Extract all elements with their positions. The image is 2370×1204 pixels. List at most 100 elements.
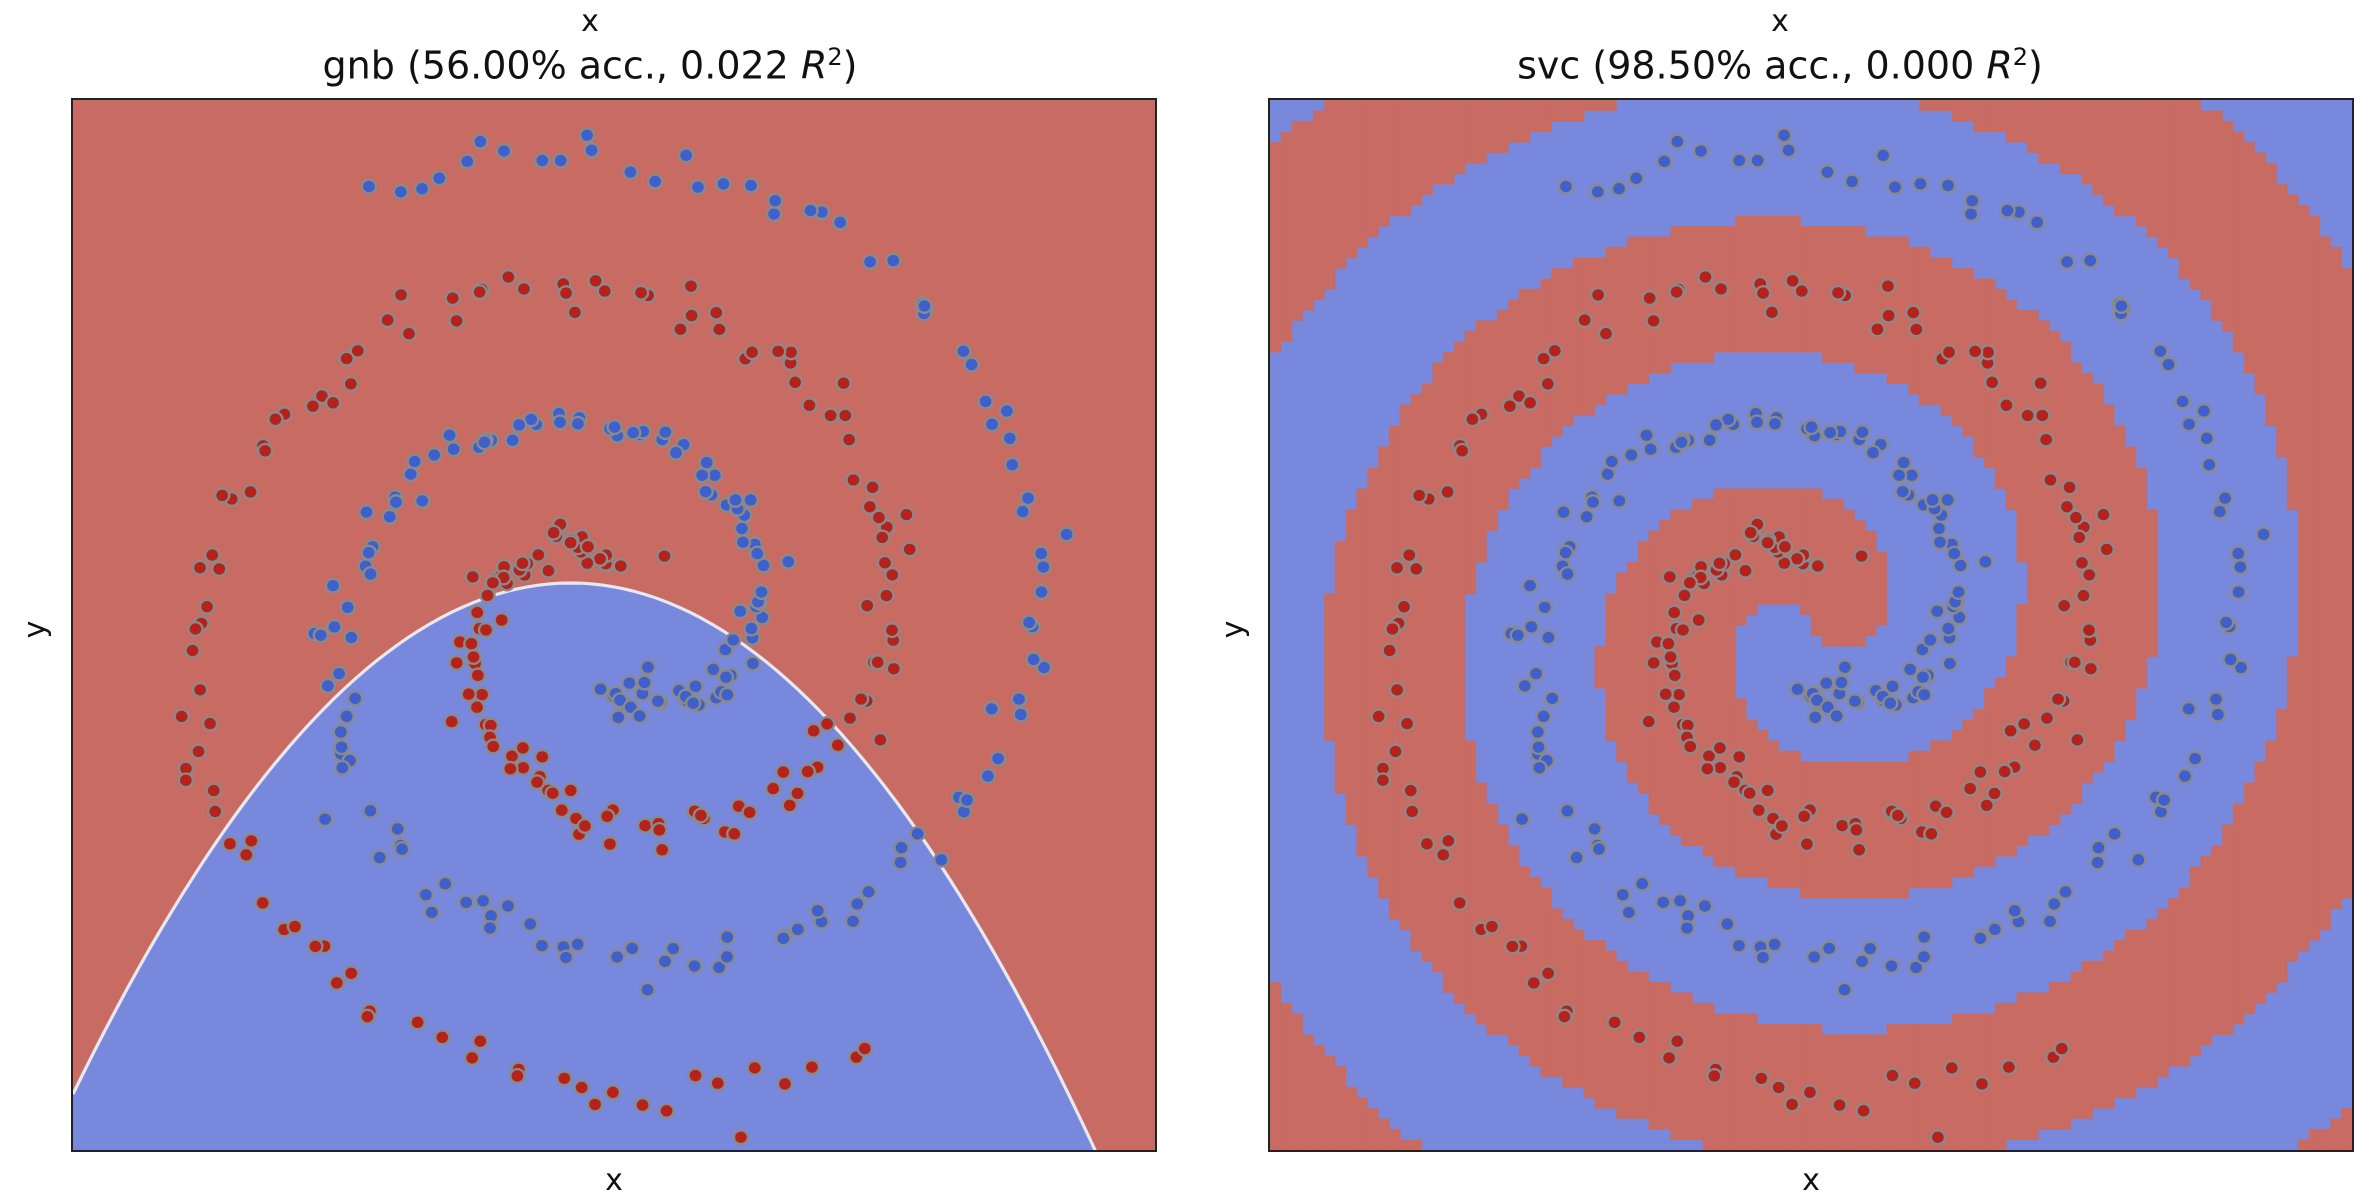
class0-cell (2232, 824, 2245, 836)
class0-cell (1378, 887, 1390, 899)
data-point (979, 768, 997, 785)
class0-cell (1432, 698, 1444, 710)
class0-cell (1681, 320, 1693, 332)
class0-cell (1930, 782, 1942, 794)
class0-cell (1475, 509, 1487, 521)
class0-cell (1572, 971, 1585, 983)
class0-cell (2049, 100, 2061, 112)
class0-cell (2092, 163, 2104, 175)
class0-cell (1648, 247, 1661, 259)
class0-cell (1486, 415, 1498, 427)
class0-cell (2254, 331, 2266, 343)
class0-cell (1410, 415, 1423, 427)
class0-cell (2070, 992, 2083, 1004)
class0-cell (1464, 919, 1477, 931)
class0-cell (1930, 866, 1942, 878)
class0-cell (1756, 1087, 1769, 1099)
class0-cell (1518, 436, 1531, 448)
class0-cell (2081, 436, 2093, 448)
class0-cell (1756, 824, 1769, 836)
class0-cell (2146, 1003, 2158, 1015)
class0-cell (2070, 709, 2083, 721)
class0-cell (1767, 866, 1780, 878)
class0-cell (1334, 163, 1347, 175)
class0-cell (2005, 121, 2018, 133)
class0-cell (1746, 236, 1758, 248)
class0-cell (1280, 1013, 1293, 1025)
class0-cell (2092, 751, 2104, 763)
class0-cell (1313, 131, 1325, 143)
class0-cell (1681, 551, 1693, 563)
data-point (1025, 651, 1042, 668)
class0-cell (1670, 992, 1682, 1004)
class0-cell (1724, 1087, 1736, 1099)
class0-cell (1691, 1055, 1704, 1067)
class0-cell (2059, 751, 2072, 763)
data-point (682, 278, 700, 295)
class0-cell (2103, 688, 2115, 700)
class0-cell (2059, 803, 2072, 815)
class0-cell (1854, 803, 1866, 815)
data-point (710, 959, 728, 976)
class0-cell (1345, 121, 1358, 133)
class0-cell (1475, 1003, 1487, 1015)
class0-cell (2027, 1076, 2039, 1088)
class0-cell (1681, 677, 1693, 689)
data-point (514, 555, 531, 572)
class0-cell (2049, 383, 2061, 395)
class0-cell (2189, 163, 2202, 175)
class0-cell (1735, 835, 1747, 847)
class0-cell (1378, 215, 1390, 227)
class0-cell (1291, 247, 1304, 259)
class0-cell (1951, 1118, 1964, 1130)
class0-cell (1508, 845, 1520, 857)
class0-cell (1443, 110, 1455, 122)
class0-cell (1432, 866, 1444, 878)
class0-cell (2232, 866, 2245, 878)
class0-cell (1334, 1097, 1347, 1109)
class0-cell (1594, 667, 1606, 679)
class0-cell (1746, 1066, 1758, 1078)
class0-cell (1724, 226, 1736, 238)
class0-cell (1627, 299, 1639, 311)
class0-cell (2232, 320, 2245, 332)
class0-cell (1940, 772, 1953, 784)
class0-cell (1811, 1066, 1823, 1078)
class0-cell (1908, 866, 1920, 878)
class0-cell (1691, 824, 1704, 836)
class0-cell (2254, 887, 2266, 899)
class0-cell (1453, 541, 1466, 553)
class0-cell (2016, 740, 2028, 752)
data-point (553, 802, 570, 819)
class0-cell (1605, 1045, 1617, 1057)
class0-cell (1962, 100, 1974, 112)
data-point (1033, 584, 1050, 601)
class0-cell (1497, 982, 1509, 994)
class0-cell (1800, 257, 1812, 269)
class0-cell (1886, 866, 1899, 878)
class0-cell (2222, 961, 2234, 973)
class0-cell (1659, 541, 1671, 553)
class0-cell (2038, 803, 2050, 815)
class0-cell (1778, 1024, 1790, 1036)
class0-cell (1811, 887, 1823, 899)
class0-cell (1843, 803, 1855, 815)
class0-cell (2059, 1013, 2072, 1025)
class0-cell (2059, 572, 2072, 584)
class0-cell (2027, 530, 2039, 542)
class0-cell (1497, 131, 1509, 143)
class0-cell (1681, 562, 1693, 574)
class0-cell (1854, 1034, 1866, 1046)
class0-cell (1670, 761, 1682, 773)
data-point (870, 509, 888, 526)
class0-cell (1702, 667, 1715, 679)
class0-cell (1908, 793, 1920, 805)
class0-cell (1453, 856, 1466, 868)
class0-cell (1724, 730, 1736, 742)
class0-cell (2113, 205, 2126, 217)
class0-cell (1280, 1003, 1293, 1015)
class0-cell (1453, 940, 1466, 952)
class0-cell (1735, 320, 1747, 332)
class0-cell (1930, 1024, 1942, 1036)
class0-cell (1767, 488, 1780, 500)
